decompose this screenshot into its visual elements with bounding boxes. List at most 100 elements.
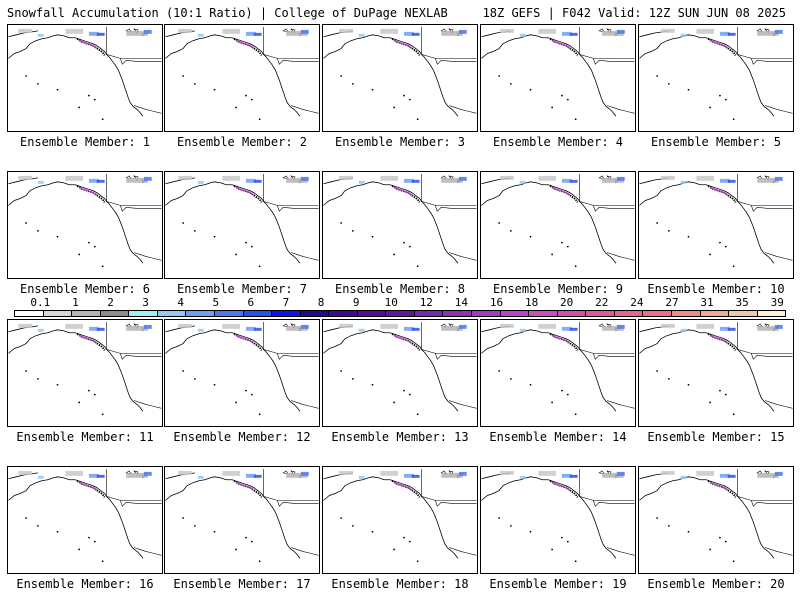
island-dot <box>416 118 419 121</box>
snowfall-shading <box>300 29 309 34</box>
snowfall-heavy-band <box>78 40 98 49</box>
colorbar-tick-label: 18 <box>524 296 539 309</box>
ensemble-panel <box>480 24 636 132</box>
colorbar-segment <box>614 311 644 316</box>
snowfall-shading <box>411 327 420 331</box>
ensemble-map <box>323 173 477 268</box>
island-dot <box>25 75 27 77</box>
snowfall-shading <box>300 176 309 181</box>
island-dot <box>574 560 577 563</box>
snowfall-shading <box>602 472 624 478</box>
island-dot <box>732 560 735 563</box>
snowfall-heavy-band <box>709 482 729 491</box>
snowfall-shading <box>719 473 730 478</box>
island-dot <box>37 230 39 232</box>
national-border <box>106 468 162 507</box>
snowfall-shading <box>18 470 32 475</box>
national-border <box>579 26 635 65</box>
island-dot <box>561 241 563 244</box>
island-dot <box>93 540 96 543</box>
snowfall-shading <box>380 323 399 329</box>
island-dot <box>371 530 374 533</box>
colorbar-segment <box>100 311 130 316</box>
ensemble-map <box>165 321 319 416</box>
snowfall-shading <box>774 176 783 181</box>
island-dot <box>25 222 27 224</box>
pacific-coastline <box>8 329 144 412</box>
snowfall-heavy-band <box>551 482 571 491</box>
colorbar-tick-label: 4 <box>177 296 184 309</box>
pacific-coastline <box>639 34 775 117</box>
island-dot <box>732 413 735 416</box>
pacific-coastline <box>165 34 301 117</box>
ensemble-member-label: Ensemble Member: 20 <box>647 577 785 591</box>
snowfall-heavy-band <box>78 482 98 491</box>
island-dot <box>510 378 512 380</box>
snowfall-shading <box>126 325 148 331</box>
snowfall-shading <box>403 31 414 36</box>
snowfall-shading <box>561 326 572 331</box>
chart-title: Snowfall Accumulation (10:1 Ratio) | Col… <box>7 6 448 20</box>
national-border <box>263 26 319 65</box>
island-dot <box>352 525 354 527</box>
island-dot <box>551 106 553 109</box>
snowfall-shading <box>616 471 625 476</box>
island-dot <box>551 401 553 404</box>
ensemble-member-label: Ensemble Member: 18 <box>331 577 469 591</box>
island-dot <box>668 378 670 380</box>
ensemble-member-label: Ensemble Member: 2 <box>176 135 308 149</box>
snowfall-heavy-band <box>551 335 571 344</box>
colorbar-segment <box>72 311 101 316</box>
snowfall-shading <box>719 326 730 331</box>
island-dot <box>250 540 253 543</box>
national-border <box>737 26 793 65</box>
snowfall-shading <box>561 31 572 36</box>
mexico-border <box>764 400 793 409</box>
snowfall-shading <box>661 470 675 475</box>
island-dot <box>416 265 419 268</box>
snowfall-shading <box>561 473 572 478</box>
snowfall-shading <box>569 32 578 36</box>
mexico-border <box>606 252 635 261</box>
snowfall-shading <box>88 178 99 183</box>
island-dot <box>78 401 80 404</box>
snowfall-shading <box>441 472 463 478</box>
island-dot <box>732 118 735 121</box>
island-dot <box>352 230 354 232</box>
colorbar-tick-label: 12 <box>419 296 433 309</box>
mexico-border <box>764 105 793 114</box>
ensemble-map <box>323 26 477 121</box>
island-dot <box>258 118 261 121</box>
pacific-coastline <box>165 329 301 412</box>
ensemble-panel <box>322 466 478 574</box>
snowfall-shading <box>286 177 308 183</box>
island-dot <box>37 378 39 380</box>
island-dot <box>37 525 39 527</box>
snowfall-shading <box>143 471 152 476</box>
island-dot <box>393 106 395 109</box>
snowfall-shading <box>358 328 365 332</box>
snowfall-shading <box>458 324 467 329</box>
pacific-coastline <box>323 181 459 264</box>
snowfall-shading <box>65 28 84 34</box>
island-dot <box>574 265 577 268</box>
ensemble-panel <box>322 171 478 279</box>
snowfall-shading <box>774 471 783 476</box>
snowfall-shading <box>403 473 414 478</box>
snowfall-shading <box>403 326 414 331</box>
snowfall-shading <box>245 326 256 331</box>
colorbar-segment <box>700 311 730 316</box>
colorbar-segment <box>329 311 358 316</box>
colorbar-segment <box>272 311 301 316</box>
colorbar-segment <box>500 311 530 316</box>
snowfall-shading <box>245 473 256 478</box>
snowfall-shading <box>696 175 715 181</box>
snowfall-shading <box>245 31 256 36</box>
snowfall-shading <box>18 323 32 328</box>
ensemble-panel <box>7 319 163 427</box>
colorbar-tick-label: 20 <box>560 296 574 309</box>
colorbar-ticks: 0.1 1 2 3 4 5 6 7 8 9 10 12 14 16 18 20 22 24 27 31 35 39 <box>14 296 786 310</box>
snowfall-shading <box>538 28 557 34</box>
pacific-coastline <box>481 476 617 559</box>
island-dot <box>258 265 261 268</box>
